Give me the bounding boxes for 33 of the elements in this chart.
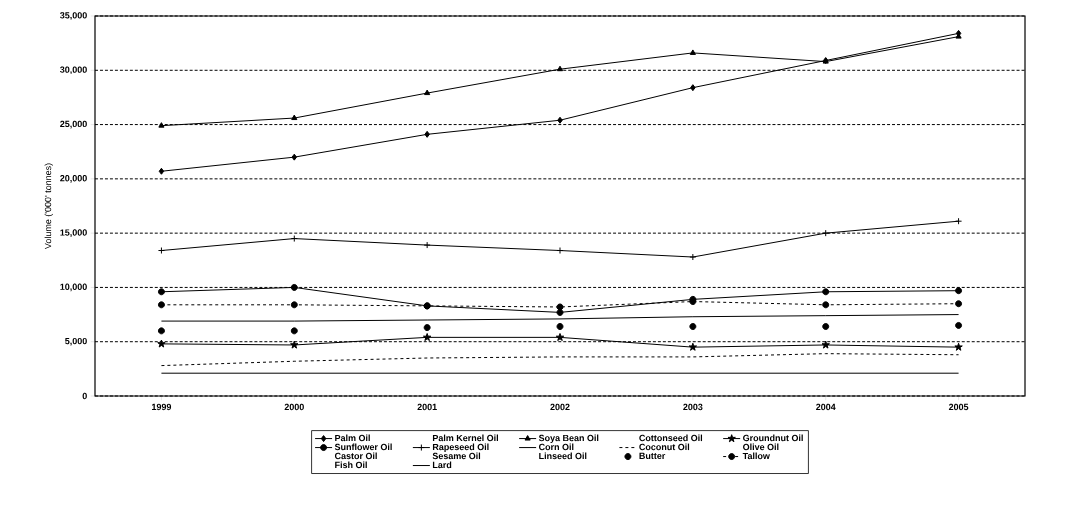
x-tick-label: 2000 bbox=[284, 403, 304, 411]
legend-label: Palm Kernel Oil bbox=[432, 434, 498, 442]
legend-label: Linseed Oil bbox=[539, 452, 587, 460]
y-tick-label: 15,000 bbox=[60, 229, 87, 237]
y-tick-label: 35,000 bbox=[60, 12, 87, 20]
legend-label: Corn Oil bbox=[539, 443, 574, 451]
y-axis-title: Volume ('000' tonnes) bbox=[44, 163, 53, 250]
legend-label: Olive Oil bbox=[743, 443, 779, 451]
legend-label: Rapeseed Oil bbox=[432, 443, 489, 452]
x-tick-label: 1999 bbox=[152, 403, 172, 411]
y-tick-label: 0 bbox=[82, 392, 87, 400]
legend-label: Tallow bbox=[742, 452, 770, 460]
legend-label: Fish Oil bbox=[335, 461, 367, 469]
x-tick-label: 2001 bbox=[417, 403, 437, 411]
legend-label: Palm Oil bbox=[335, 434, 370, 442]
legend-label: Coconut Oil bbox=[639, 443, 690, 451]
y-tick-label: 20,000 bbox=[60, 175, 87, 183]
x-tick-label: 2003 bbox=[683, 403, 703, 411]
legend-label: Sunflower Oil bbox=[334, 443, 392, 451]
x-tick-label: 2004 bbox=[816, 403, 836, 411]
y-tick-label: 25,000 bbox=[60, 120, 87, 129]
y-tick-label: 10,000 bbox=[60, 283, 87, 292]
legend-label: Butter bbox=[639, 452, 666, 459]
legend-label: Sesame Oil bbox=[432, 452, 481, 460]
x-tick-label: 2005 bbox=[948, 403, 969, 411]
legend-label: Soya Bean Oil bbox=[538, 434, 599, 443]
y-tick-label: 5,000 bbox=[65, 337, 87, 346]
legend-label: Cottonseed Oil bbox=[639, 434, 703, 442]
y-tick-label: 30,000 bbox=[60, 66, 87, 75]
legend-label: Castor Oil bbox=[334, 452, 377, 460]
x-tick-label: 2002 bbox=[550, 403, 570, 411]
legend-label: Groundnut Oil bbox=[743, 434, 803, 442]
legend-label: Lard bbox=[432, 461, 452, 469]
